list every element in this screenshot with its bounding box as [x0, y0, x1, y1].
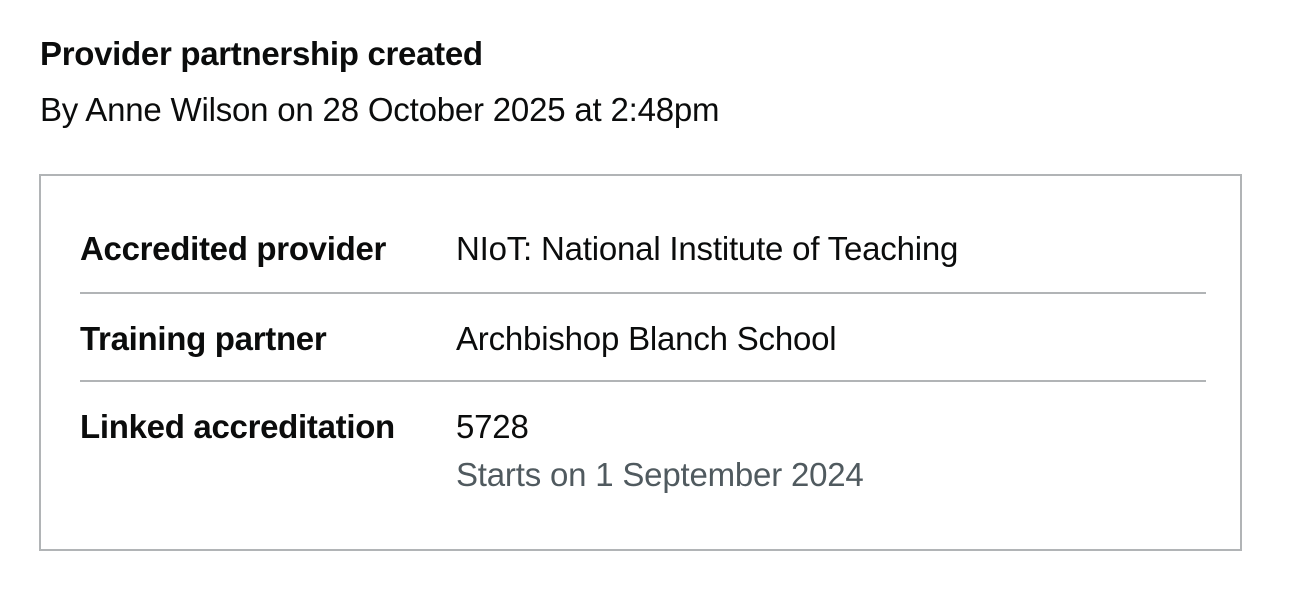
- summary-value: 5728 Starts on 1 September 2024: [456, 382, 1206, 495]
- summary-row-training-partner: Training partner Archbishop Blanch Schoo…: [80, 294, 1206, 382]
- accreditation-number: 5728: [456, 408, 529, 445]
- summary-key: Accredited provider: [80, 230, 387, 267]
- summary-key: Linked accreditation: [80, 408, 395, 445]
- event-title: Provider partnership created: [40, 35, 483, 72]
- summary-row-accredited-provider: Accredited provider NIoT: National Insti…: [80, 204, 1206, 294]
- summary-row-linked-accreditation: Linked accreditation 5728 Starts on 1 Se…: [80, 382, 1206, 495]
- timeline-event: Provider partnership created By Anne Wil…: [40, 34, 1245, 130]
- summary-value: Archbishop Blanch School: [456, 320, 837, 357]
- accreditation-start-hint: Starts on 1 September 2024: [456, 456, 864, 493]
- event-meta: By Anne Wilson on 28 October 2025 at 2:4…: [40, 91, 720, 128]
- summary-card: Accredited provider NIoT: National Insti…: [39, 174, 1242, 551]
- summary-list: Accredited provider NIoT: National Insti…: [80, 204, 1206, 495]
- summary-key: Training partner: [80, 320, 327, 357]
- summary-value: NIoT: National Institute of Teaching: [456, 230, 959, 267]
